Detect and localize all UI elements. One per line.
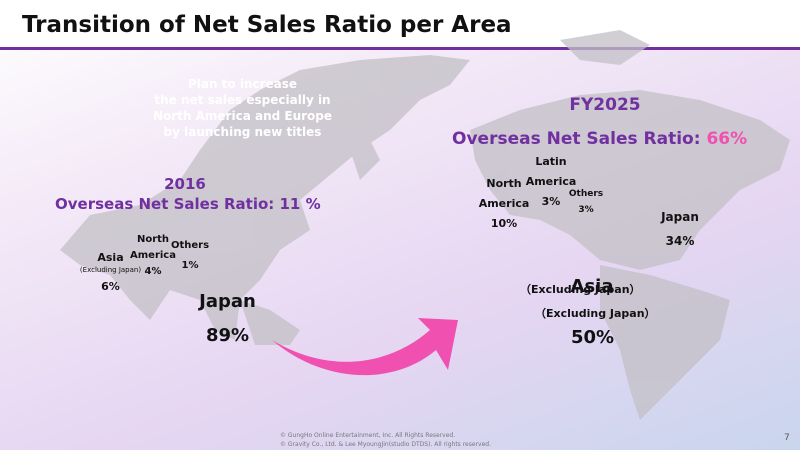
right-asia-sub-overlap: （Excluding Japan） (520, 283, 641, 296)
area-name: America (478, 197, 530, 210)
area-name: America (525, 175, 577, 188)
right-asia: Asia (570, 276, 614, 297)
left-japan: Japan 89% (190, 285, 265, 353)
right-asia-sub: （Excluding Japan） (535, 307, 656, 320)
area-name: America (130, 250, 176, 261)
left-year: 2016 (164, 175, 206, 193)
right-latam: Latin America 3% (525, 152, 577, 212)
slide-title: Transition of Net Sales Ratio per Area (22, 12, 512, 38)
area-name: North (136, 234, 170, 245)
copyright: © GungHo Online Entertainment, Inc. All … (280, 431, 491, 449)
page-number: 7 (784, 433, 790, 443)
right-asia-share: 50% (570, 327, 615, 348)
area-share: 3% (541, 195, 561, 208)
area-name: Others (568, 189, 604, 199)
area-name: Japan (661, 210, 699, 224)
note-line: by launching new titles (163, 125, 322, 139)
left-others: Others 1% (170, 236, 210, 276)
left-asia: Asia (78, 251, 143, 264)
area-name: Others (170, 240, 210, 251)
area-share: 34% (665, 234, 695, 248)
title-rule (0, 47, 800, 50)
area-name: Asia (97, 251, 124, 264)
area-share: 4% (144, 266, 162, 277)
world-map (60, 30, 790, 420)
area-name: Japan (199, 291, 256, 312)
note-line: North America and Europe (152, 109, 333, 123)
ratio-value: 66% (706, 129, 748, 149)
left-na: North America 4% (128, 232, 178, 280)
note-line: Plan to increase (187, 77, 298, 91)
ratio-text: Overseas Net Sales Ratio: (452, 129, 707, 149)
area-share: 3% (578, 205, 594, 215)
copyright-line: © GungHo Online Entertainment, Inc. All … (280, 432, 456, 439)
right-ratio: Overseas Net Sales Ratio: 66% (452, 129, 747, 149)
left-ratio: Overseas Net Sales Ratio: 11 % (55, 195, 321, 213)
note-line: the net sales especially in (154, 93, 331, 107)
area-share: 89% (205, 325, 250, 346)
title-bar (0, 0, 800, 48)
copyright-line: © Gravity Co., Ltd. & Lee MyoungJin(stud… (280, 441, 491, 448)
right-year: FY2025 (569, 95, 641, 115)
left-asia-sub: (Excluding Japan) (79, 266, 142, 274)
plan-note: Plan to increase the net sales especiall… (130, 76, 355, 140)
left-asia-share: 6% (101, 280, 120, 293)
growth-arrow (272, 318, 458, 376)
right-na: North America 10% (475, 174, 533, 234)
area-share: 10% (490, 217, 518, 230)
area-name: Latin (535, 155, 567, 168)
right-others: Others 3% (566, 186, 606, 218)
right-japan: Japan 34% (650, 205, 710, 253)
area-name: North (486, 177, 522, 190)
area-share: 1% (181, 260, 199, 271)
